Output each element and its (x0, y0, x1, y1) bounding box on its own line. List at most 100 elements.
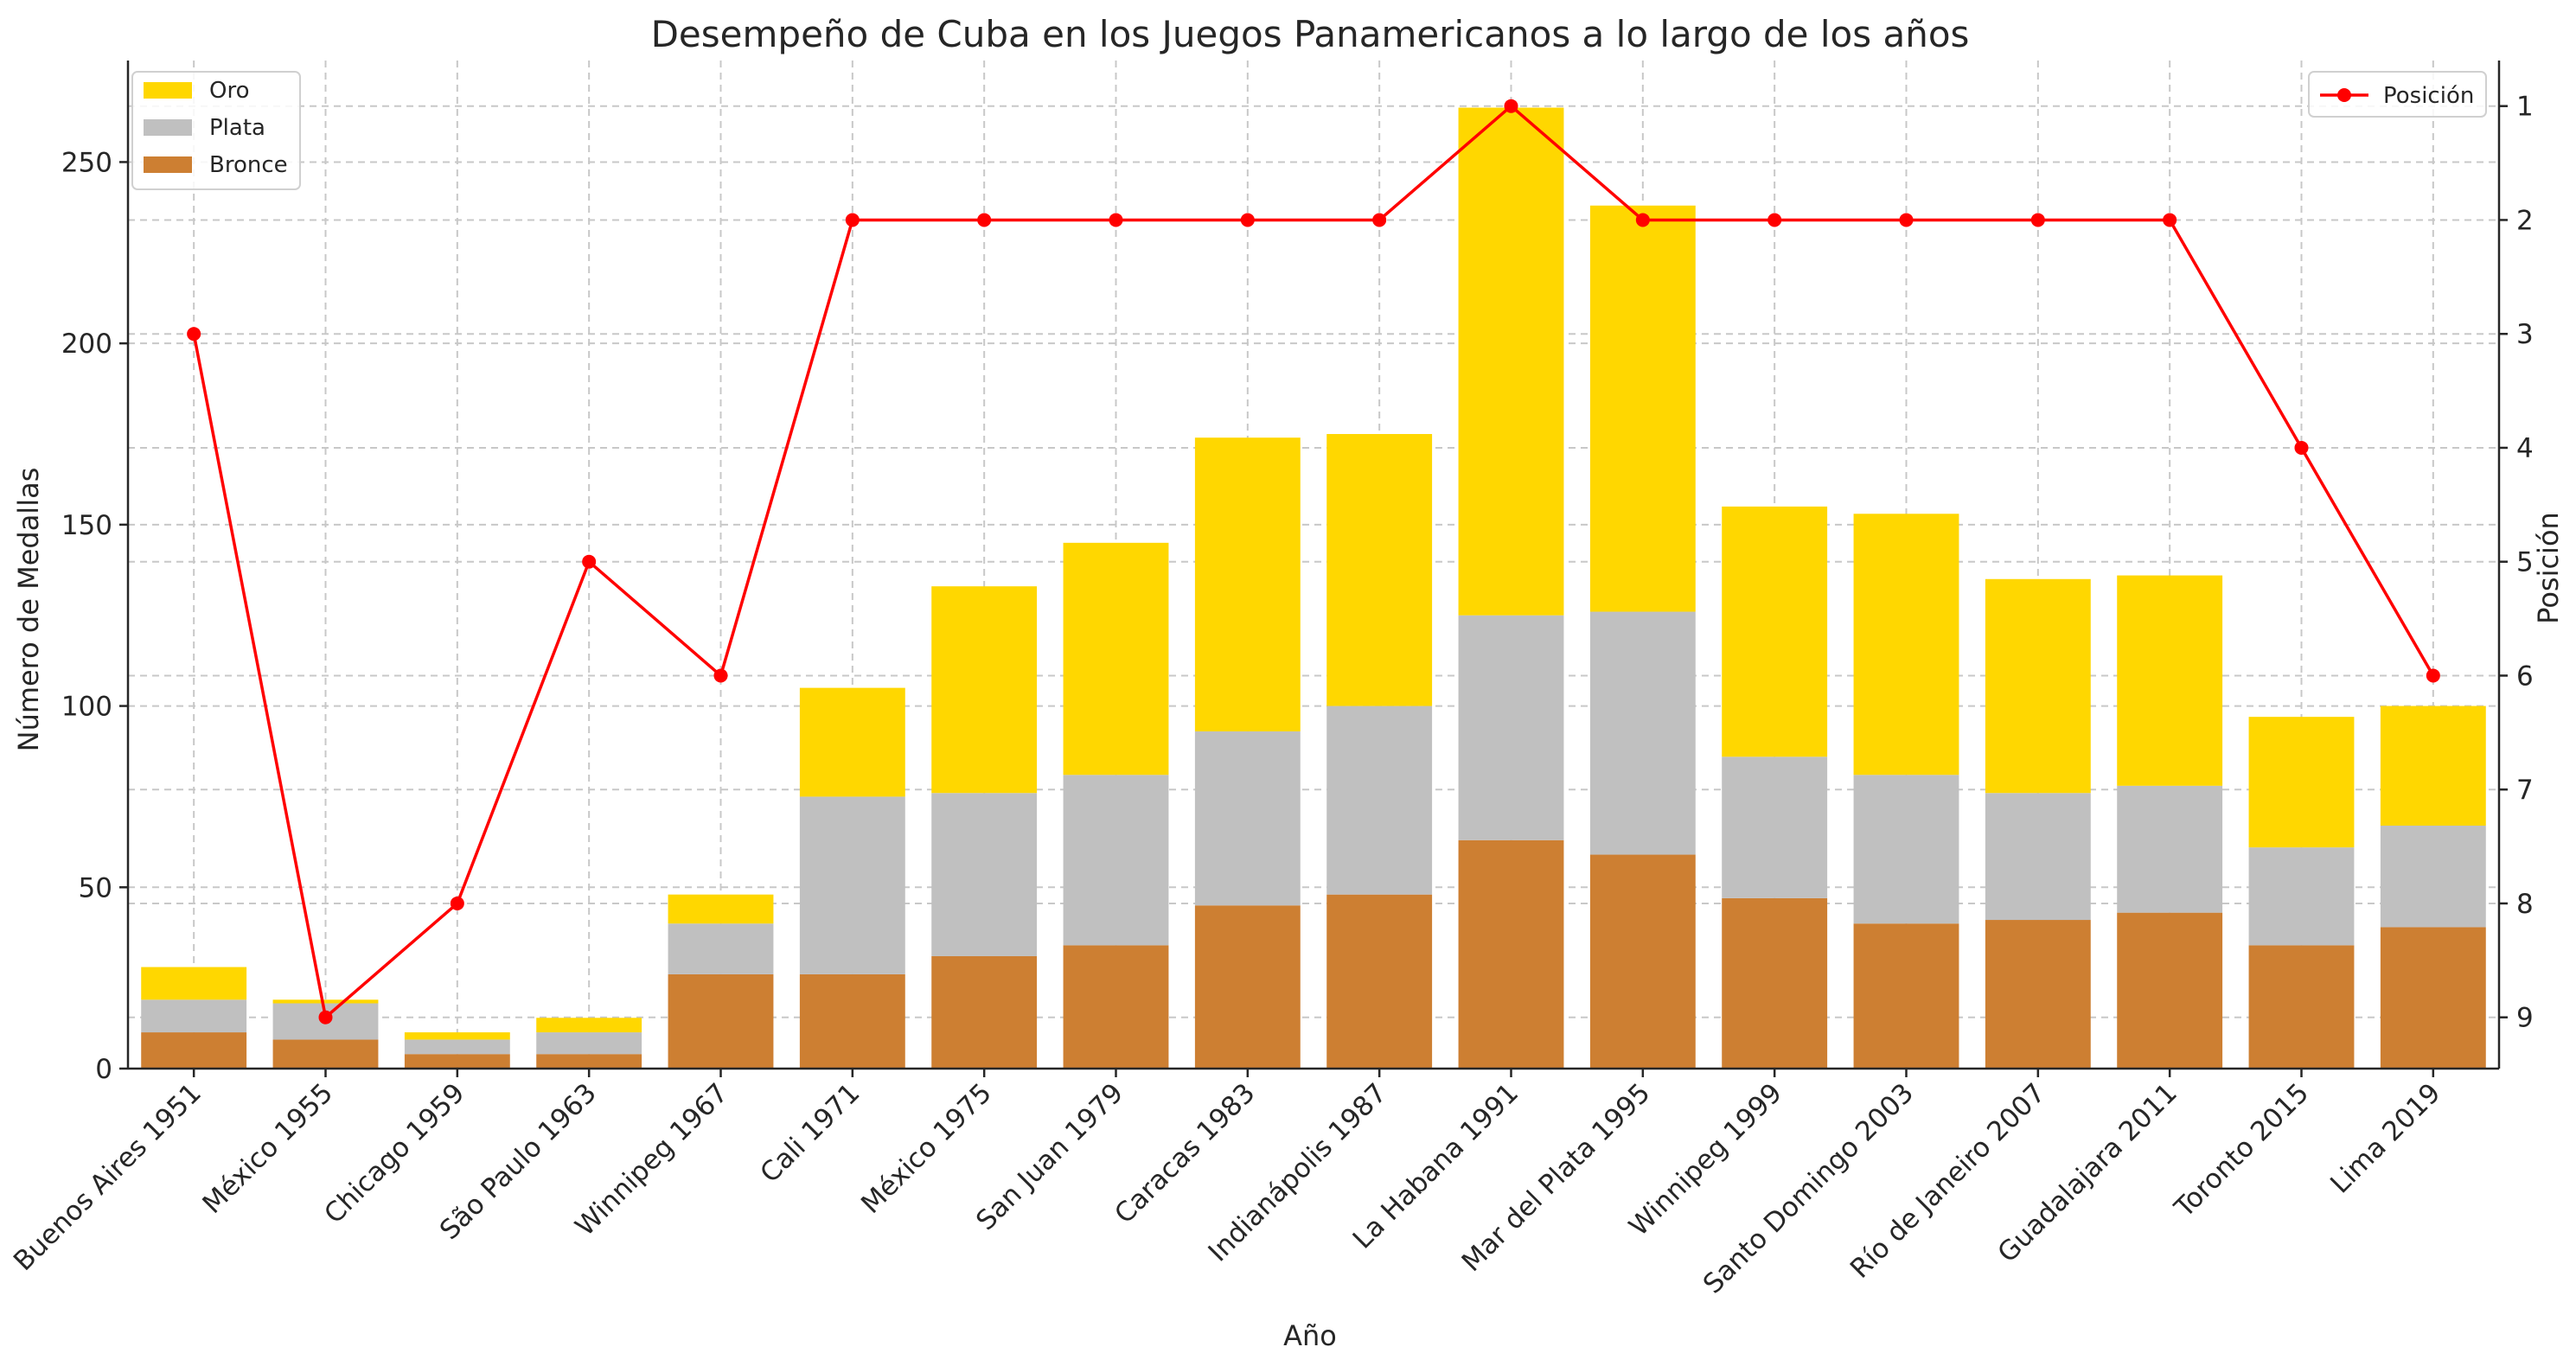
y-tick-label: 50 (79, 872, 112, 903)
legend-marker (2337, 88, 2351, 102)
position-point (1899, 213, 1914, 227)
y2-tick-label: 4 (2516, 433, 2534, 464)
bar-bronce (141, 1032, 247, 1069)
x-tick-label: México 1955 (196, 1077, 339, 1220)
bar-oro (1326, 434, 1433, 706)
position-point (845, 213, 860, 227)
x-tick-label: Cali 1971 (754, 1077, 866, 1189)
legend-box (2308, 71, 2487, 118)
legend-position: Posición (2308, 71, 2487, 118)
bar-bronce (931, 955, 1038, 1069)
bar-oro (536, 1018, 642, 1033)
x-tick-label: Caracas 1983 (1109, 1077, 1261, 1229)
bar-oro (272, 999, 379, 1004)
bar-plata (1853, 775, 1959, 924)
legend-label-oro: Oro (209, 78, 250, 104)
bar-oro (141, 967, 247, 1000)
bar-bronce (2117, 912, 2223, 1069)
y2-tick-label: 8 (2516, 889, 2534, 920)
bar-oro (2248, 717, 2355, 848)
position-line (192, 104, 2435, 1019)
position-point (977, 213, 992, 227)
bar-oro (1194, 437, 1301, 731)
position-point (2030, 213, 2045, 227)
bar-bronce (1326, 894, 1433, 1069)
bar-bronce (1458, 839, 1564, 1069)
legend-label-plata: Plata (209, 115, 265, 141)
legend-label-bronce: Bronce (209, 152, 288, 178)
position-point (1109, 213, 1123, 227)
x-tick-label: Buenos Aires 1951 (8, 1077, 208, 1277)
bar-plata (404, 1039, 510, 1055)
y2-tick-label: 2 (2516, 205, 2534, 236)
y2-tick-label: 9 (2516, 1003, 2534, 1034)
bar-plata (536, 1032, 642, 1055)
bar-plata (2380, 825, 2486, 928)
bar-plata (1589, 611, 1696, 855)
y2-tick-label: 5 (2516, 547, 2534, 578)
position-point (1504, 99, 1518, 113)
x-tick-label: Santo Domingo 2003 (1697, 1077, 1920, 1299)
bar-bronce (668, 973, 774, 1069)
bar-bronce (2248, 945, 2355, 1069)
bar-bronce (799, 973, 905, 1069)
legend-swatch-plata (144, 119, 192, 136)
bar-oro (1589, 205, 1696, 612)
y-tick-label: 150 (61, 510, 112, 541)
bar-oro (1722, 506, 1828, 757)
bar-bronce (1722, 897, 1828, 1069)
bar-plata (2248, 847, 2355, 946)
bar-plata (1063, 775, 1169, 946)
bar-oro (668, 894, 774, 924)
y2-tick-label: 1 (2516, 92, 2534, 123)
bar-plata (1722, 756, 1828, 898)
bar-oro (2117, 575, 2223, 786)
bar-plata (141, 999, 247, 1033)
bar-bronce (1985, 920, 2091, 1069)
x-axis-label: Año (1283, 1319, 1337, 1352)
position-point (318, 1010, 333, 1024)
bars-layer (141, 107, 2486, 1069)
x-tick-label: Lima 2019 (2324, 1077, 2446, 1199)
y2-tick-label: 7 (2516, 775, 2534, 806)
bar-plata (799, 796, 905, 974)
bar-plata (668, 923, 774, 974)
bar-oro (1458, 107, 1564, 616)
y2-tick-label: 3 (2516, 319, 2534, 350)
position-point (1635, 213, 1650, 227)
bar-bronce (536, 1054, 642, 1069)
position-point (1372, 213, 1387, 227)
position-point (713, 668, 728, 683)
x-tick-label: México 1975 (855, 1077, 998, 1220)
axes-layer (119, 61, 2508, 1077)
position-point (582, 554, 597, 569)
legend-swatch-bronce (144, 156, 192, 173)
y2-tick-label: 6 (2516, 661, 2534, 692)
bar-oro (799, 687, 905, 797)
bar-plata (1985, 793, 2091, 921)
bar-bronce (1194, 905, 1301, 1069)
bar-plata (1458, 615, 1564, 840)
legend-swatch-oro (144, 82, 192, 99)
bar-bronce (1853, 923, 1959, 1069)
bar-oro (1853, 514, 1959, 776)
bar-plata (2117, 785, 2223, 913)
bar-bronce (2380, 927, 2486, 1069)
position-point (450, 896, 464, 910)
position-point (1767, 213, 1782, 227)
y2-tick-labels: 1 2 3 4 5 6 7 8 9 (2516, 92, 2534, 1034)
bar-bronce (1063, 945, 1169, 1069)
y-tick-label: 250 (61, 147, 112, 178)
position-point (187, 327, 201, 342)
bar-oro (931, 586, 1038, 794)
bar-oro (1063, 542, 1169, 776)
chart-title: Desempeño de Cuba en los Juegos Panameri… (651, 13, 1970, 55)
bar-bronce (404, 1054, 510, 1069)
legend-medals: Oro Plata Bronce (131, 71, 301, 190)
bar-bronce (272, 1039, 379, 1069)
position-point (2426, 668, 2440, 683)
y-tick-label: 200 (61, 329, 112, 360)
position-point (2163, 213, 2177, 227)
